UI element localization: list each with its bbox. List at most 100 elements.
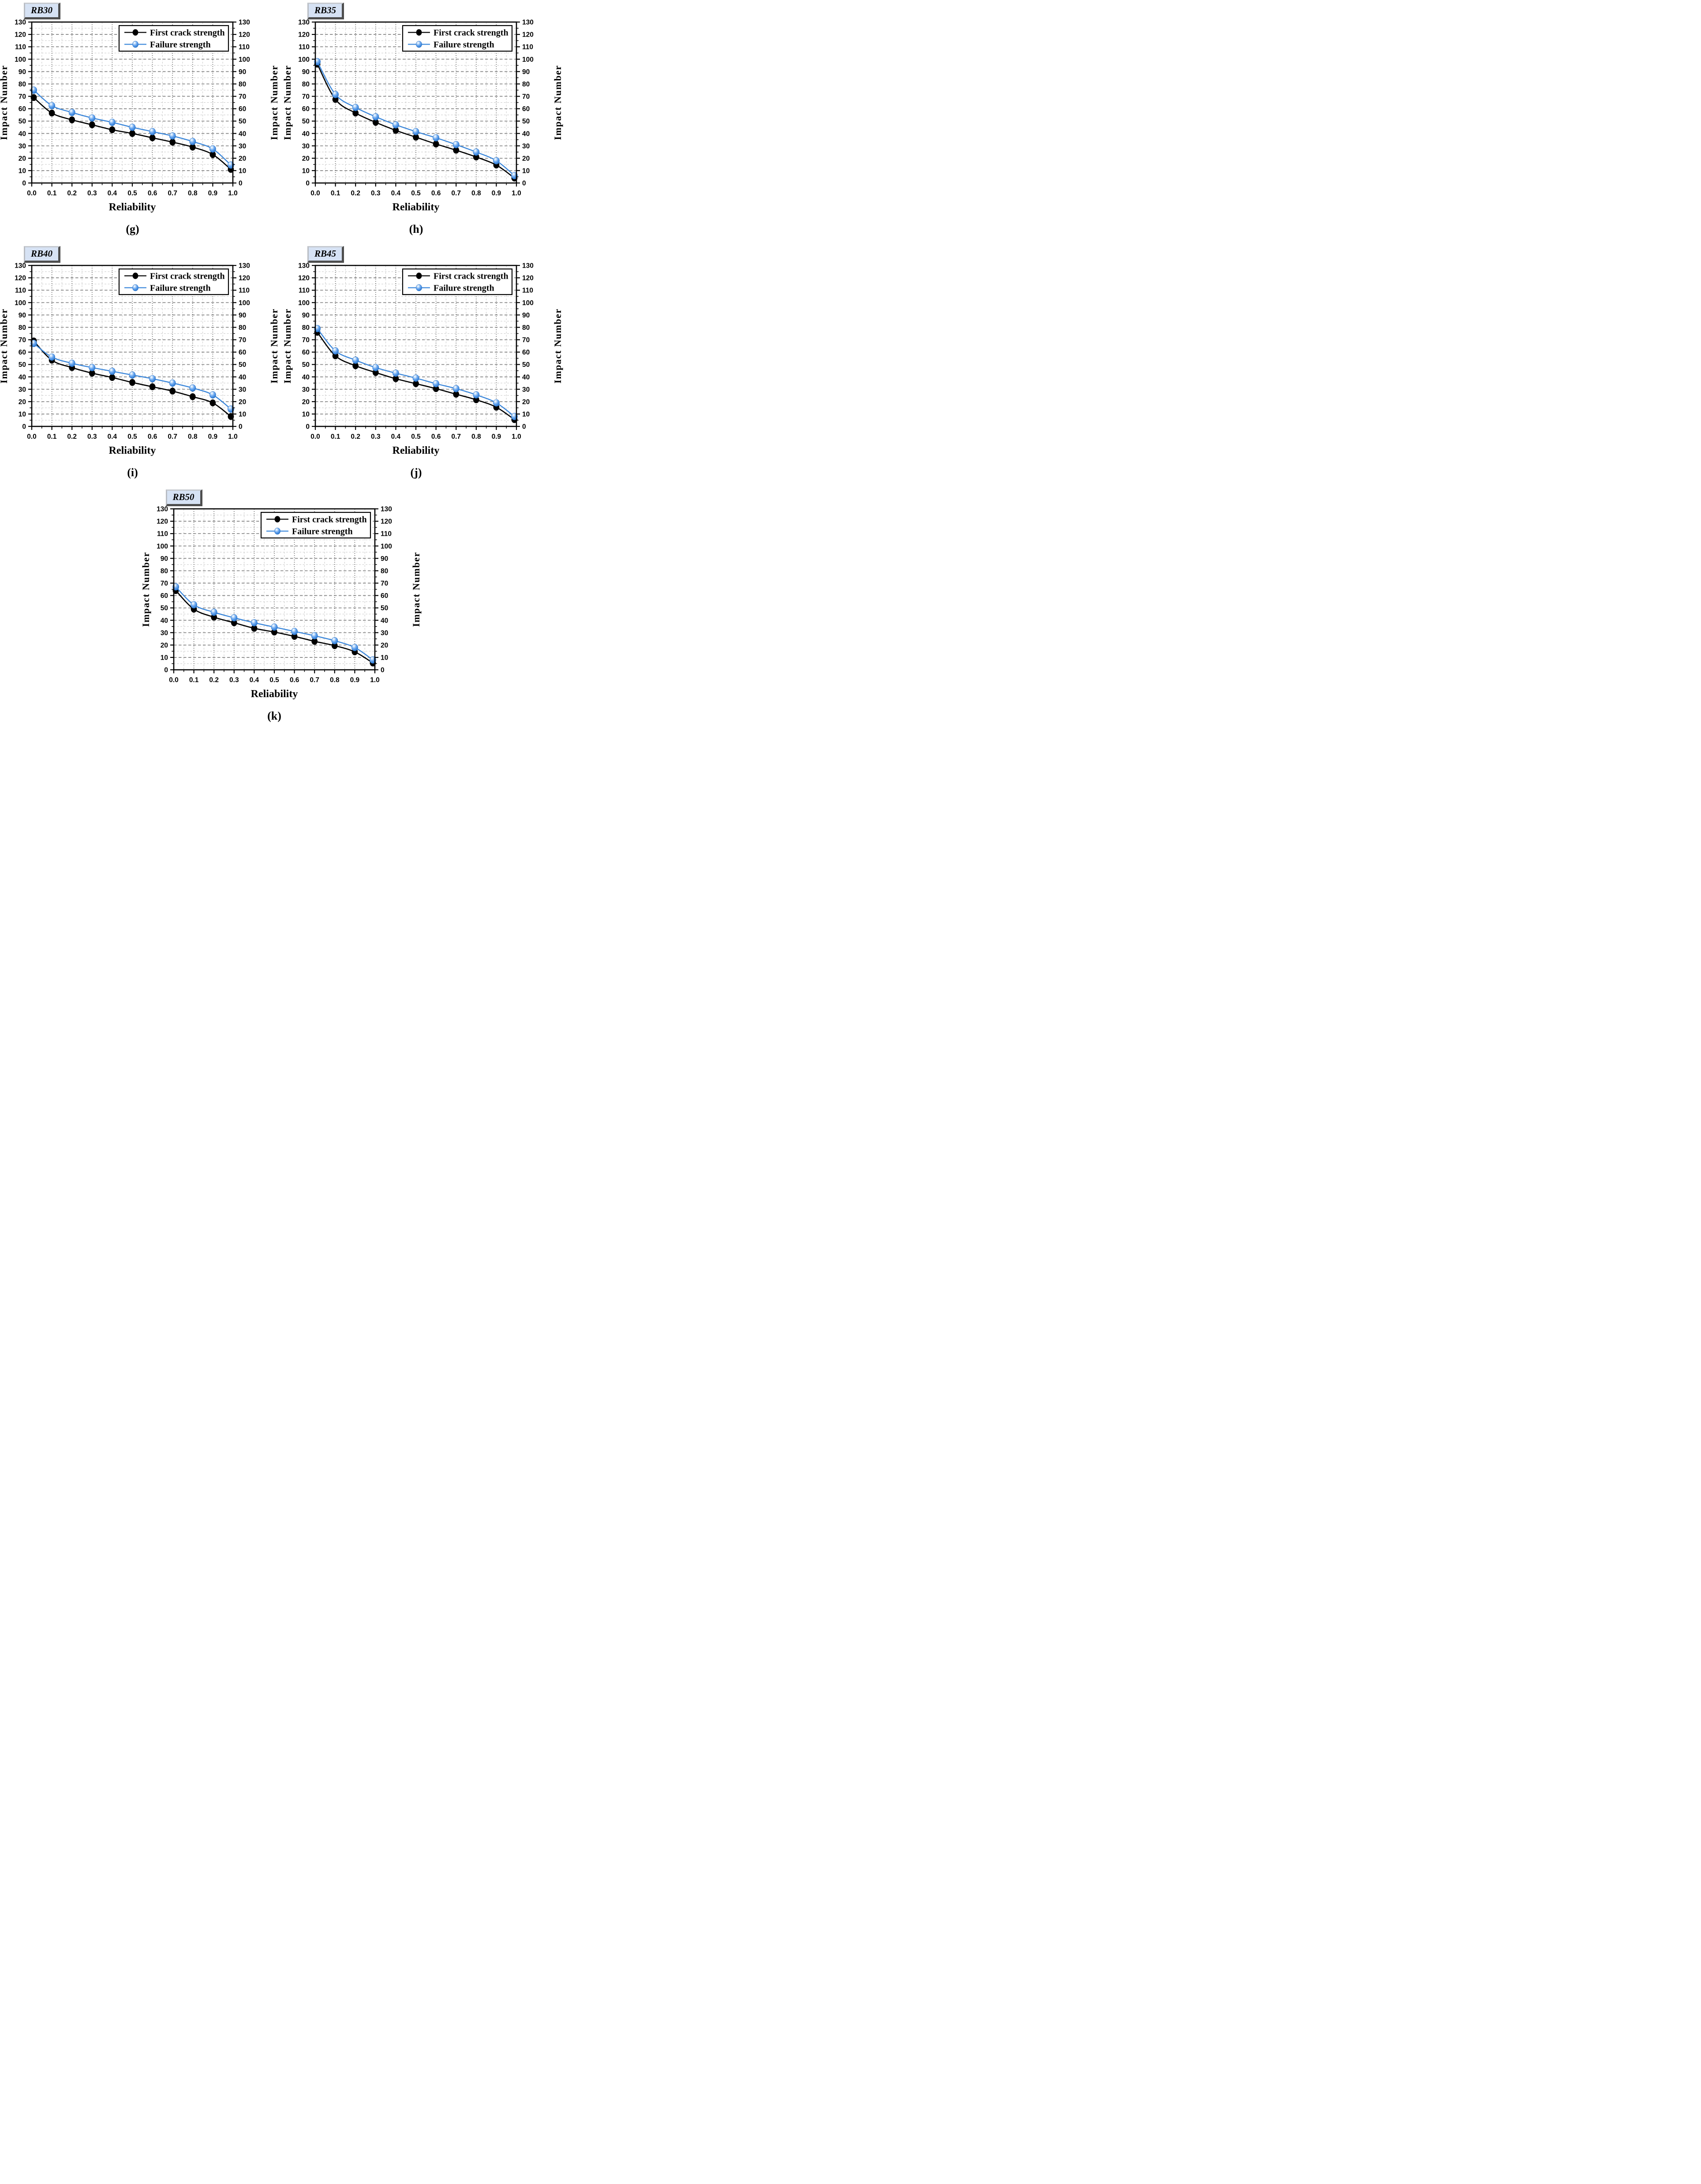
svg-text:30: 30 <box>522 386 530 393</box>
axis-frame <box>28 265 236 430</box>
panel-caption: (g) <box>126 223 139 235</box>
data-point-failure <box>351 644 358 651</box>
svg-text:90: 90 <box>522 312 530 319</box>
svg-text:60: 60 <box>19 105 26 113</box>
svg-text:40: 40 <box>160 617 168 624</box>
data-point-failure <box>209 145 216 153</box>
svg-text:0.7: 0.7 <box>168 433 177 441</box>
svg-text:0: 0 <box>164 667 168 674</box>
data-point-first-crack <box>433 385 439 392</box>
svg-text:10: 10 <box>160 654 168 662</box>
data-point-first-crack <box>352 109 359 117</box>
data-point-first-crack <box>49 109 55 117</box>
data-point-failure <box>250 619 258 627</box>
svg-text:120: 120 <box>239 31 250 39</box>
data-point-first-crack <box>109 126 116 134</box>
svg-text:0.6: 0.6 <box>148 433 157 441</box>
data-point-failure <box>473 148 480 156</box>
data-point-failure <box>291 627 298 635</box>
svg-text:0.5: 0.5 <box>127 190 137 197</box>
axis-titles: Impact Number Impact Number Reliability <box>0 308 280 456</box>
svg-text:90: 90 <box>239 312 246 319</box>
svg-text:90: 90 <box>19 68 26 76</box>
svg-text:50: 50 <box>239 361 246 369</box>
svg-text:130: 130 <box>298 262 310 270</box>
axis-titles: Impact Number Impact Number Reliability <box>0 65 280 213</box>
svg-text:70: 70 <box>381 580 388 587</box>
data-point-failure <box>230 614 237 622</box>
svg-text:0.2: 0.2 <box>351 190 360 197</box>
legend-marker-first-crack <box>132 29 138 36</box>
legend-label: Failure strength <box>434 283 494 293</box>
svg-text:20: 20 <box>302 155 310 162</box>
svg-text:50: 50 <box>522 361 530 369</box>
svg-text:50: 50 <box>302 361 310 369</box>
svg-text:1.0: 1.0 <box>228 433 238 441</box>
svg-text:100: 100 <box>239 299 250 307</box>
tick-labels: 0 0 10 10 20 20 30 30 40 40 50 50 60 60 70 70 80 80 90 90 10… <box>15 262 250 441</box>
data-point-failure <box>209 391 216 399</box>
svg-text:0.1: 0.1 <box>47 190 57 197</box>
svg-text:0.8: 0.8 <box>188 190 198 197</box>
y-axis-title-left: Impact Number <box>284 65 293 140</box>
data-point-first-crack <box>69 116 75 123</box>
chart-title-badge: RB30 <box>24 3 61 19</box>
svg-text:110: 110 <box>381 530 392 538</box>
data-point-failure <box>311 632 318 639</box>
svg-text:0.6: 0.6 <box>289 676 299 684</box>
legend-marker-failure <box>416 284 422 291</box>
plot-area: 0 0 10 10 20 20 30 30 40 40 50 50 60 60 70 70 80 80 90 90 10… <box>282 0 567 219</box>
legend-label: Failure strength <box>150 40 211 49</box>
x-axis-title: Reliability <box>109 445 156 456</box>
panel-caption: (h) <box>409 223 423 235</box>
svg-text:0.2: 0.2 <box>67 190 77 197</box>
legend-label: First crack strength <box>292 515 367 524</box>
data-point-failure <box>49 102 55 109</box>
y-axis-title-right: Impact Number <box>269 65 280 140</box>
svg-text:30: 30 <box>239 142 246 150</box>
svg-text:20: 20 <box>522 155 530 162</box>
axis-frame <box>312 265 520 430</box>
svg-text:20: 20 <box>19 155 26 162</box>
svg-text:90: 90 <box>302 68 310 76</box>
y-axis-title-left: Impact Number <box>142 552 151 627</box>
svg-text:30: 30 <box>302 386 310 393</box>
svg-text:10: 10 <box>302 411 310 418</box>
legend-label: First crack strength <box>150 271 225 281</box>
svg-text:110: 110 <box>15 287 26 295</box>
svg-text:40: 40 <box>19 373 26 381</box>
svg-text:0.3: 0.3 <box>371 433 381 441</box>
svg-text:1.0: 1.0 <box>228 190 238 197</box>
data-point-failure <box>433 380 439 388</box>
svg-text:40: 40 <box>239 373 246 381</box>
series-failure <box>172 583 376 664</box>
data-point-first-crack <box>372 119 379 126</box>
svg-text:0: 0 <box>22 180 26 187</box>
panel-caption: (j) <box>410 466 422 479</box>
svg-text:0.5: 0.5 <box>411 433 421 441</box>
data-point-failure <box>331 637 338 645</box>
data-point-failure <box>89 364 96 371</box>
chart-title-badge: RB45 <box>307 246 344 263</box>
x-axis-title: Reliability <box>393 445 440 456</box>
data-point-failure <box>189 384 196 392</box>
svg-text:70: 70 <box>522 93 530 101</box>
svg-text:0.4: 0.4 <box>108 433 117 441</box>
svg-text:30: 30 <box>19 142 26 150</box>
data-point-failure <box>372 113 379 120</box>
svg-text:0.8: 0.8 <box>471 190 481 197</box>
svg-text:60: 60 <box>302 349 310 356</box>
svg-text:100: 100 <box>522 56 534 63</box>
svg-text:110: 110 <box>522 44 533 51</box>
series-failure <box>314 325 518 420</box>
svg-text:130: 130 <box>239 19 250 26</box>
svg-text:40: 40 <box>522 130 530 138</box>
svg-text:0.7: 0.7 <box>451 433 461 441</box>
svg-text:110: 110 <box>157 530 168 538</box>
svg-text:0.4: 0.4 <box>249 676 259 684</box>
svg-text:10: 10 <box>522 411 530 418</box>
svg-text:0: 0 <box>522 180 526 187</box>
svg-text:10: 10 <box>19 411 26 418</box>
panel-caption: (k) <box>267 709 281 722</box>
svg-text:90: 90 <box>19 312 26 319</box>
